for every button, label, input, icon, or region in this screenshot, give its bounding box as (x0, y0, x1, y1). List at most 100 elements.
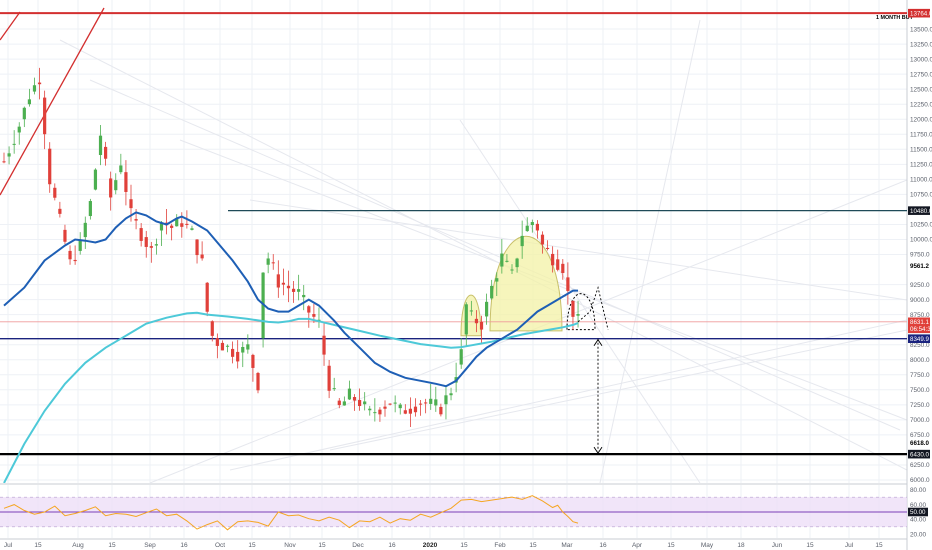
candle[interactable] (576, 314, 580, 316)
candle[interactable] (88, 201, 92, 217)
candle[interactable] (231, 348, 235, 357)
candle[interactable] (109, 178, 113, 198)
candle[interactable] (479, 321, 484, 330)
candle[interactable] (398, 404, 402, 409)
candle[interactable] (352, 397, 357, 401)
candle[interactable] (68, 250, 72, 260)
projection-path[interactable] (577, 285, 609, 330)
candle[interactable] (551, 253, 555, 266)
candle[interactable] (225, 345, 230, 347)
candle[interactable] (485, 301, 489, 317)
candle[interactable] (368, 408, 372, 411)
candle[interactable] (154, 244, 158, 246)
candle[interactable] (190, 228, 194, 230)
candle[interactable] (159, 222, 164, 231)
horizontal-levels[interactable] (0, 7, 907, 456)
candle[interactable] (444, 395, 448, 405)
candle[interactable] (408, 408, 412, 414)
candle[interactable] (22, 107, 26, 120)
candle[interactable] (378, 409, 382, 415)
candle[interactable] (464, 304, 468, 335)
rsi-line[interactable] (3, 495, 579, 531)
candle[interactable] (500, 253, 504, 267)
price-axis[interactable]: 13500.0 13250.0 13000.0 12750.0 12500.0 12250… (910, 26, 932, 484)
candle[interactable] (525, 225, 529, 232)
pattern-shoulder[interactable] (566, 293, 596, 331)
candle[interactable] (383, 406, 387, 409)
candle[interactable] (53, 187, 57, 198)
candle[interactable] (236, 351, 240, 362)
candle[interactable] (403, 410, 407, 414)
candle[interactable] (129, 199, 133, 209)
candle[interactable] (540, 234, 545, 245)
candle[interactable] (83, 222, 87, 238)
candle[interactable] (210, 321, 214, 336)
candle[interactable] (490, 285, 494, 299)
candle[interactable] (556, 259, 560, 270)
candle[interactable] (307, 306, 311, 313)
projection-drawing[interactable] (577, 285, 609, 454)
candle[interactable] (48, 148, 52, 185)
candle[interactable] (286, 285, 291, 289)
moving-average-fast[interactable] (3, 211, 578, 388)
candle[interactable] (185, 223, 189, 225)
candle[interactable] (266, 258, 270, 265)
candle[interactable] (302, 294, 306, 298)
candle[interactable] (43, 97, 47, 135)
candle[interactable] (495, 278, 499, 282)
ascending-trendline[interactable] (0, 11, 21, 41)
candle[interactable] (149, 246, 153, 248)
candle[interactable] (63, 229, 67, 242)
candle[interactable] (317, 319, 321, 321)
candle[interactable] (139, 228, 143, 241)
candle[interactable] (27, 99, 31, 105)
candle[interactable] (413, 406, 418, 413)
candle[interactable] (180, 223, 184, 227)
time-axis[interactable]: Jul 15 Aug 15 Sep 16 Oct 15 Nov 15 Dec 16 2020 15 Feb 1… (4, 542, 883, 549)
candle[interactable] (520, 235, 524, 247)
candle[interactable] (439, 406, 443, 415)
candle[interactable] (271, 262, 275, 264)
candle[interactable] (215, 338, 219, 346)
candle[interactable] (571, 300, 575, 317)
candle[interactable] (373, 412, 377, 414)
candle[interactable] (474, 318, 479, 324)
moving-average-slow[interactable] (3, 311, 579, 483)
candle[interactable] (566, 277, 570, 291)
candle[interactable] (170, 225, 174, 228)
candle[interactable] (17, 126, 21, 133)
rsi-panel[interactable] (0, 495, 907, 531)
candle[interactable] (358, 400, 362, 407)
candle[interactable] (342, 401, 346, 406)
candle[interactable] (322, 335, 326, 355)
candle[interactable] (424, 402, 428, 404)
candle[interactable] (297, 289, 301, 292)
candle[interactable] (175, 218, 179, 227)
candle[interactable] (276, 274, 280, 288)
candle[interactable] (388, 403, 392, 405)
candle[interactable] (134, 219, 138, 221)
candle[interactable] (256, 372, 260, 391)
candle[interactable] (93, 169, 98, 190)
candle[interactable] (32, 85, 37, 92)
candle[interactable] (124, 172, 128, 192)
candle[interactable] (363, 401, 367, 405)
candle[interactable] (393, 402, 397, 404)
candle[interactable] (119, 165, 123, 173)
candle[interactable] (459, 349, 463, 365)
candle[interactable] (561, 263, 565, 273)
candle[interactable] (73, 259, 77, 262)
candle[interactable] (510, 269, 514, 271)
candle[interactable] (535, 223, 539, 231)
candle[interactable] (449, 393, 453, 396)
candle[interactable] (12, 143, 16, 145)
candle[interactable] (7, 153, 11, 157)
candle[interactable] (2, 161, 6, 163)
candle[interactable] (114, 180, 118, 191)
candle[interactable] (98, 135, 103, 156)
candle[interactable] (545, 247, 550, 250)
candle[interactable] (291, 288, 296, 292)
candle[interactable] (418, 403, 423, 405)
candle[interactable] (327, 365, 331, 391)
